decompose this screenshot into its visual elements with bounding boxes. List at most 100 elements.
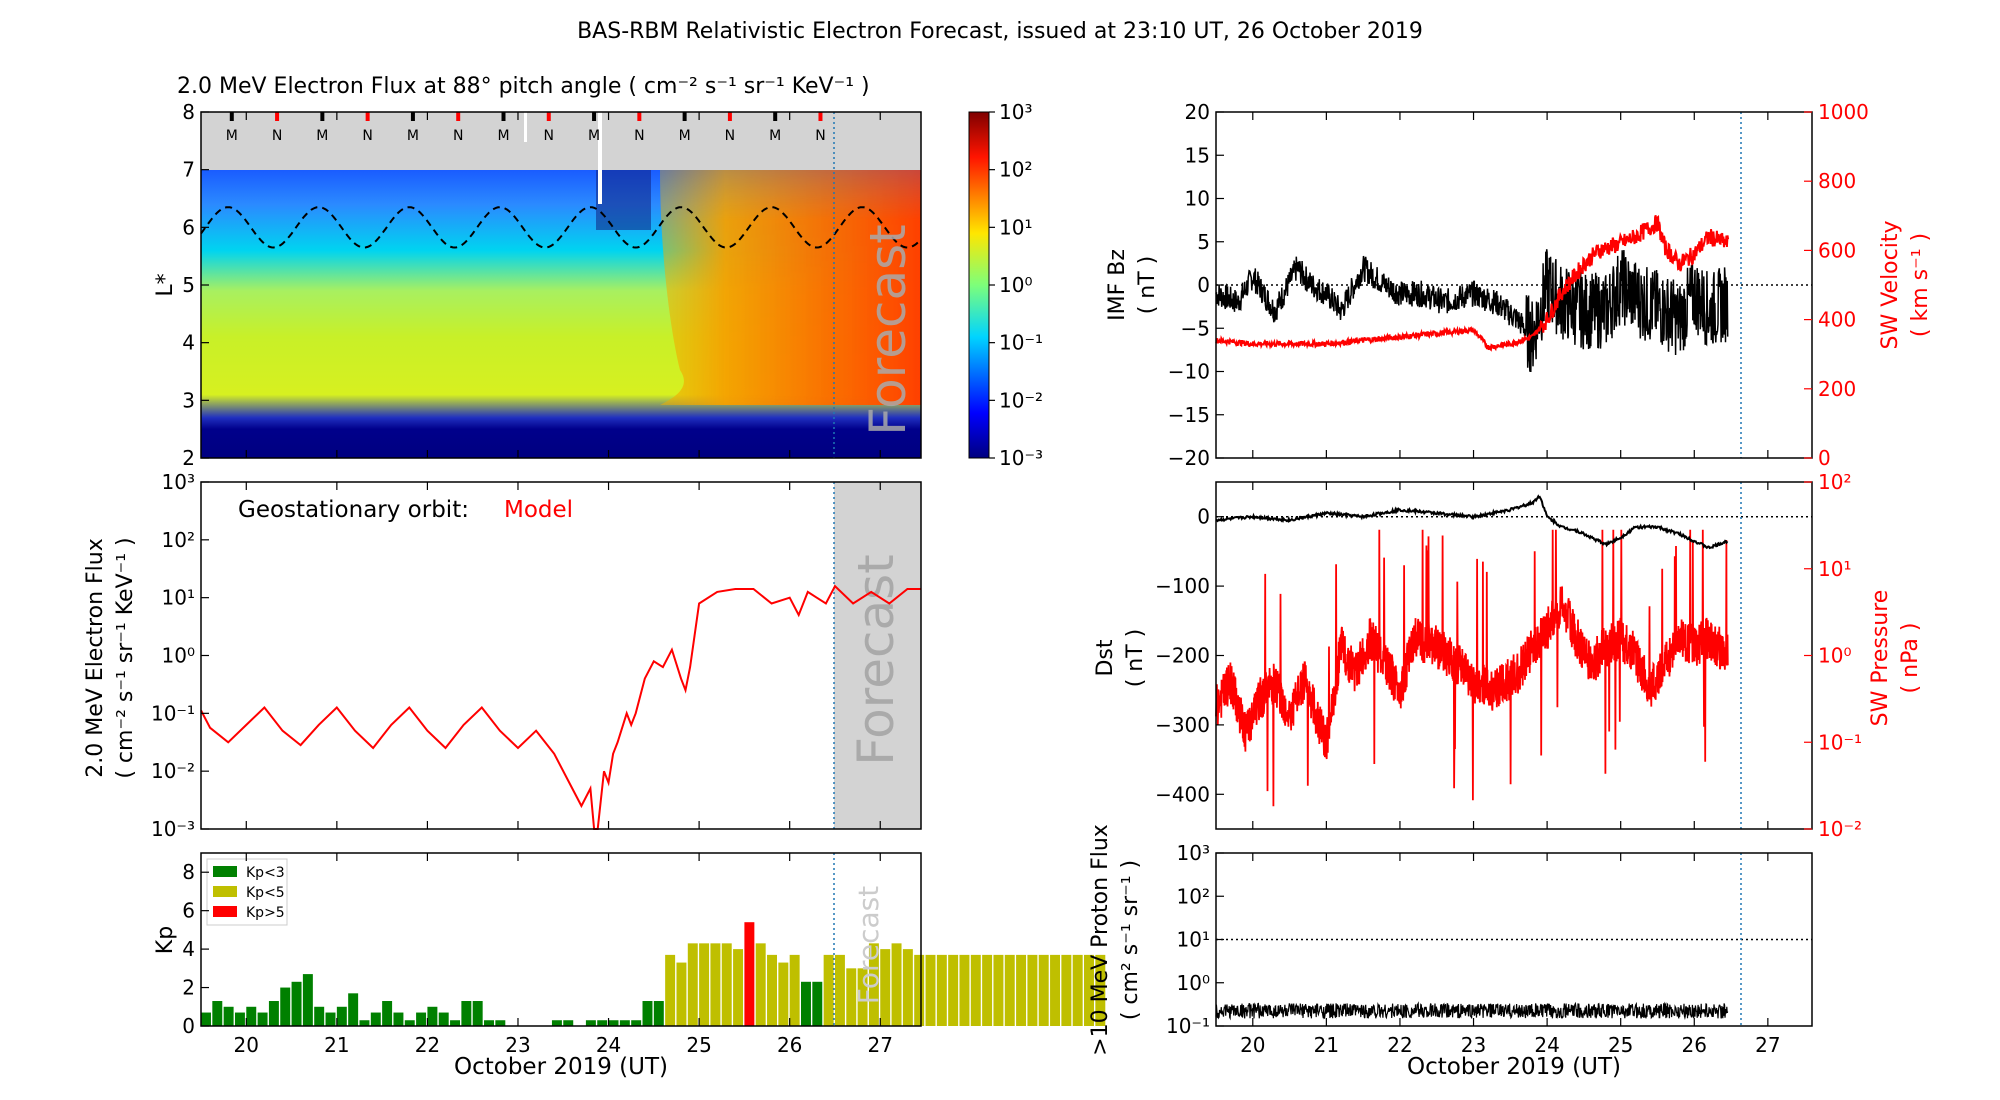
y-tick-label: 2 (182, 446, 195, 470)
x-tick-label: 24 (596, 1033, 621, 1057)
y-tick-label: 10² (1177, 884, 1210, 908)
y-tick-label: 10 (1185, 187, 1210, 211)
x-tick-label: 22 (415, 1033, 440, 1057)
kp-bar (619, 1020, 630, 1026)
kp-bar (1095, 954, 1106, 1026)
spectrogram-title: 2.0 MeV Electron Flux at 88° pitch angle… (177, 74, 870, 99)
y-tick-label: 8 (182, 860, 195, 884)
colorbar-tick-label: 10⁻¹ (999, 331, 1043, 355)
kp-bar (325, 1012, 336, 1026)
spectrogram-y-axis: 8 7 6 5 4 3 2 (182, 100, 209, 470)
kp-bar (755, 943, 766, 1026)
kp-bar (1038, 954, 1049, 1026)
kp-bar (868, 943, 879, 1026)
kp-legend-label: Kp>5 (246, 905, 285, 921)
sw-pressure-line (1215, 529, 1729, 807)
x-axis-label-right: October 2019 (UT) (1407, 1054, 1621, 1080)
y-tick-label: 0 (182, 1014, 195, 1038)
sw-velocity-y-label: SW Velocity (1878, 220, 1903, 349)
y-tick-label: 5 (182, 273, 195, 297)
colorbar-tick-label: 10¹ (999, 215, 1032, 239)
colorbar-tick-label: 10³ (999, 100, 1032, 124)
orbit-marker-label: M (769, 128, 781, 144)
y-tick-label: 10⁰ (1177, 971, 1210, 995)
colorbar-tick-label: 10⁰ (999, 273, 1032, 297)
y-tick-label: −20 (1168, 446, 1210, 470)
y-tick-label: −200 (1155, 644, 1210, 668)
y-tick-label: 15 (1185, 143, 1210, 167)
kp-bar (1004, 954, 1015, 1026)
kp-bar (993, 954, 1004, 1026)
y-tick-label: 4 (182, 331, 195, 355)
y2-tick-label: 10⁰ (1818, 644, 1851, 668)
kp-bar (959, 954, 970, 1026)
kp-bar (665, 954, 676, 1026)
orbit-marker-label: N (453, 128, 463, 144)
kp-bar (970, 954, 981, 1026)
kp-bar (280, 987, 291, 1026)
geo-flux-frame (200, 481, 922, 830)
data-gap-mark (598, 112, 602, 204)
x-tick-label: 23 (1461, 1033, 1486, 1057)
kp-bar (631, 1020, 642, 1026)
kp-bar (257, 1012, 268, 1026)
kp-bar (812, 981, 823, 1026)
kp-bar (778, 962, 789, 1026)
proton-flux-panel: 10³ 10² 10¹ 10⁰ 10⁻¹ 20 21 22 23 24 25 26 27 >10 Me… (1088, 824, 1813, 1080)
dst-y-units: ( nT ) (1123, 629, 1148, 688)
kp-legend: Kp<3 Kp<5 Kp>5 (206, 858, 288, 926)
kp-bar (948, 954, 959, 1026)
x-tick-label: 21 (1314, 1033, 1339, 1057)
kp-bar (370, 1012, 381, 1026)
y2-tick-label: 10² (1818, 470, 1851, 494)
y2-tick-label: 800 (1818, 169, 1856, 193)
kp-bar (710, 943, 721, 1026)
kp-bar (1072, 954, 1083, 1026)
geo-flux-panel: Forecast Geostationary orbit: Model 10³1… (83, 470, 922, 841)
forecast-band (834, 482, 921, 829)
dst-line (1215, 494, 1729, 550)
orbit-marker-label: N (725, 128, 735, 144)
kp-bar (687, 943, 698, 1026)
kp-bar (767, 954, 777, 1026)
orbit-marker-band (201, 112, 921, 170)
geo-flux-y-axis: 10³ 10² 10¹ 10⁰ 10⁻¹ 10⁻² 10⁻³ (151, 470, 209, 841)
kp-bar (246, 1006, 257, 1026)
orbit-marker-label: N (362, 128, 372, 144)
y-tick-label: 10⁰ (162, 644, 195, 668)
kp-bar (721, 943, 732, 1026)
x-tick-label: 27 (868, 1033, 893, 1057)
imf-bz-panel: 20 15 10 5 0 −5 −10 −15 −20 1000 800 600 400 200 0 IM… (1105, 100, 1933, 470)
y-tick-label: 10⁻¹ (1166, 1014, 1210, 1038)
y-tick-label: 2 (182, 976, 195, 1000)
x-tick-label: 26 (777, 1033, 802, 1057)
kp-bar (461, 1001, 472, 1026)
forecast-watermark: Forecast (847, 554, 905, 766)
kp-bar (653, 1001, 664, 1026)
kp-bar (699, 943, 710, 1026)
colorbar-tick-label: 10⁻³ (999, 446, 1043, 470)
x-tick-label: 20 (234, 1033, 259, 1057)
kp-bar (585, 1020, 596, 1026)
kp-bar (891, 943, 902, 1026)
y2-tick-label: 200 (1818, 377, 1856, 401)
y-tick-label: −400 (1155, 782, 1210, 806)
x-axis-label-left: October 2019 (UT) (454, 1054, 668, 1080)
kp-bar (302, 974, 313, 1026)
x-tick-label: 24 (1534, 1033, 1559, 1057)
sw-pressure-y-label: SW Pressure (1868, 590, 1893, 727)
kp-bar (1061, 954, 1072, 1026)
geo-flux-y-label: 2.0 MeV Electron Flux (83, 538, 108, 778)
geo-flux-y-units: ( cm⁻² s⁻¹ sr⁻¹ KeV⁻¹ ) (113, 537, 138, 778)
kp-bar (1084, 954, 1094, 1026)
proton-y-axis: 10³ 10² 10¹ 10⁰ 10⁻¹ (1166, 841, 1224, 1038)
kp-bar (925, 954, 936, 1026)
kp-bar (563, 1020, 574, 1026)
kp-legend-label: Kp<5 (246, 885, 285, 901)
y-tick-label: 10¹ (1177, 928, 1210, 952)
y-tick-label: −10 (1168, 360, 1210, 384)
dropout-region (596, 170, 651, 230)
orbit-marker-label: N (544, 128, 554, 144)
